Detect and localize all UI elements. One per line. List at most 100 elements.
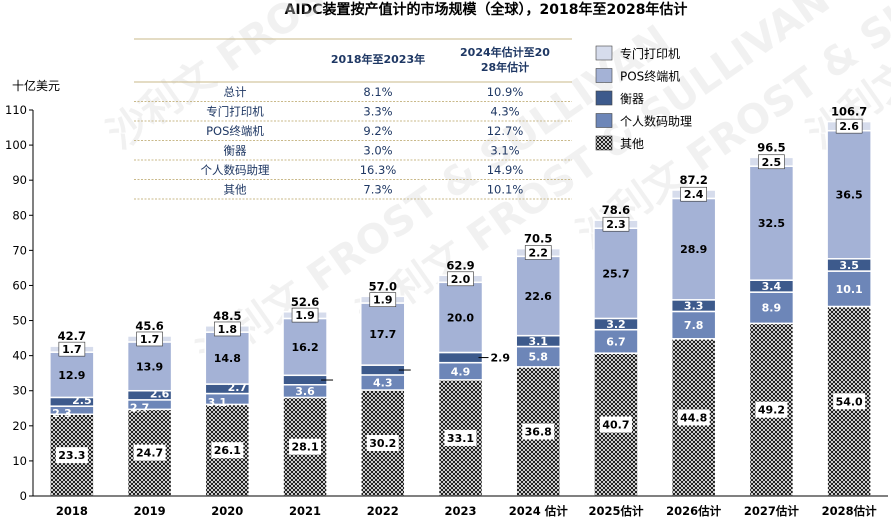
x-tick-label: 2020 [211, 504, 243, 518]
data-label: 7.8 [684, 319, 704, 332]
data-label: 3.5 [839, 259, 859, 272]
data-label: 28.1 [291, 441, 318, 454]
table-header: 2024年估计至20 [460, 45, 550, 59]
data-label-bg [289, 438, 322, 455]
table-cell: 9.2% [363, 124, 392, 138]
data-label: 2.2 [528, 246, 548, 259]
x-tick-label: 2025估计 [588, 504, 644, 518]
total-label: 106.7 [831, 105, 867, 119]
total-label: 45.6 [135, 319, 163, 333]
data-label: 22.6 [525, 290, 552, 303]
data-label: 17.7 [369, 328, 396, 341]
data-label: 49.2 [758, 404, 785, 417]
y-tick-label: 60 [12, 278, 27, 292]
table-cell: 3.1% [490, 143, 519, 157]
data-label-bg [366, 435, 399, 452]
data-label: 26.1 [214, 444, 241, 457]
data-label: 2.0 [451, 273, 471, 286]
data-label-bg [833, 393, 866, 410]
data-label: 40.7 [602, 419, 629, 432]
data-label: 3.2 [606, 318, 626, 331]
data-label: 4.3 [373, 376, 393, 389]
data-label: 23.3 [58, 449, 85, 462]
table-cell: 总计 [224, 85, 247, 99]
y-tick-label: 80 [12, 208, 27, 222]
data-label-bg [136, 331, 163, 347]
bar-segment [826, 129, 872, 260]
data-label: 3.1 [528, 335, 548, 348]
legend-label: 其他 [620, 137, 644, 151]
data-label: 1.8 [218, 323, 238, 336]
data-label-bg [677, 409, 710, 426]
data-label: 12.9 [58, 369, 85, 382]
data-label-bg [680, 186, 707, 202]
total-label: 62.9 [446, 258, 474, 272]
table-cell: 10.9% [487, 85, 524, 99]
bar-segment [515, 255, 561, 337]
data-label-bg [755, 401, 788, 418]
data-label: 2.4 [684, 188, 704, 201]
data-label-bg [758, 154, 785, 170]
legend-swatch [595, 90, 613, 106]
data-label: 2.6 [839, 120, 859, 133]
table-cell: 3.0% [363, 143, 392, 157]
table-cell: 4.3% [490, 104, 519, 118]
data-label-bg [599, 416, 632, 433]
data-label: 54.0 [836, 395, 863, 408]
data-label: 3.4 [762, 280, 782, 293]
bars: 23.32.32.512.91.742.724.72.72.613.91.745… [49, 105, 872, 497]
table-cell: 个人数码助理 [201, 163, 270, 177]
data-label: 1.9 [373, 294, 393, 307]
total-label: 48.5 [213, 309, 241, 323]
table-cell: 16.3% [360, 163, 397, 177]
total-label: 57.0 [369, 279, 397, 293]
legend-swatch [595, 68, 613, 83]
bar-segment [670, 197, 717, 301]
table-cell: 其他 [224, 182, 247, 196]
data-label: 3.3 [684, 300, 704, 313]
bar-segment [282, 374, 328, 386]
data-label: 36.5 [836, 189, 863, 202]
data-label: 30.2 [369, 437, 396, 450]
table-header: 28年估计 [481, 60, 529, 74]
table-cell: 14.9% [487, 163, 524, 177]
legend-label: POS终端机 [620, 69, 680, 84]
table-cell: 8.1% [363, 85, 392, 99]
data-label-bg [444, 429, 477, 446]
data-label: 5.8 [528, 351, 548, 364]
y-tick-label: 10 [12, 454, 27, 468]
data-label: 36.8 [525, 425, 552, 438]
total-label: 78.6 [602, 203, 630, 217]
bar-segment [748, 291, 795, 325]
x-tick-label: 2022 [367, 504, 399, 518]
data-label: 10.1 [836, 283, 863, 296]
table-cell: 专门打印机 [206, 104, 264, 118]
x-tick-label: 2028估计 [822, 504, 878, 518]
total-label: 42.7 [58, 329, 86, 343]
bar-segment [437, 281, 484, 354]
data-label-bg [211, 442, 244, 459]
data-label-bg [447, 271, 474, 287]
y-tick-label: 50 [12, 314, 27, 328]
data-label-bg [835, 118, 863, 134]
bar-segment [826, 270, 872, 308]
bar-segment [437, 351, 484, 364]
data-label: 4.9 [451, 365, 471, 378]
data-label: 25.7 [602, 267, 629, 280]
x-tick-label: 2021 [289, 504, 321, 518]
table-cell: 12.7% [487, 124, 524, 138]
data-label: 33.1 [447, 432, 474, 445]
data-label: 20.0 [447, 311, 474, 324]
data-label-bg [214, 321, 241, 337]
x-tick-label: 2027估计 [744, 504, 800, 518]
y-tick-label: 110 [5, 103, 27, 117]
data-label: 2.7 [130, 402, 150, 415]
y-tick-label: 20 [12, 419, 27, 433]
x-tick-label: 2018 [56, 504, 88, 518]
table-cell: 7.3% [363, 182, 392, 196]
y-tick-label: 100 [5, 138, 27, 152]
legend-swatch [595, 113, 613, 128]
